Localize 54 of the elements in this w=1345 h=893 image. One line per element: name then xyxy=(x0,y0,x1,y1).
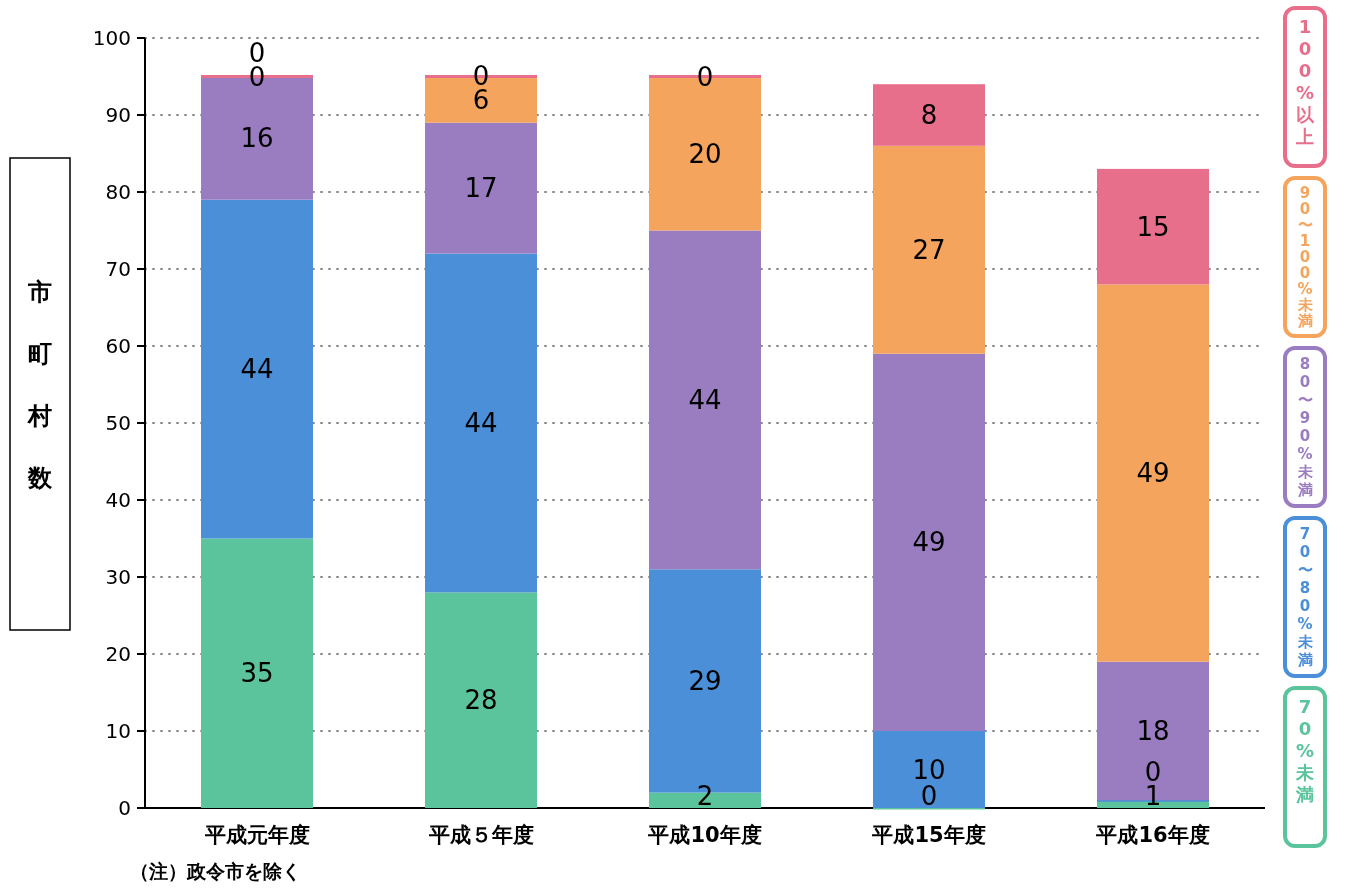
data-label: 49 xyxy=(1136,458,1170,489)
y-tick-label: 90 xyxy=(105,103,131,127)
text: 90〜100%未満 xyxy=(1297,183,1313,330)
y-tick-label: 70 xyxy=(105,257,131,281)
bar xyxy=(873,731,985,808)
data-label: 17 xyxy=(464,173,498,204)
bar xyxy=(425,253,537,593)
bar xyxy=(425,122,537,254)
y-tick-label: 30 xyxy=(105,565,131,589)
x-tick-label: 平成16年度 xyxy=(1095,823,1210,847)
data-label: 0 xyxy=(696,61,714,92)
x-tick-label: 平成元年度 xyxy=(203,823,310,847)
bar xyxy=(873,353,985,731)
data-label: 6 xyxy=(472,84,490,115)
text: 70%未満 xyxy=(1295,695,1315,805)
data-label: 28 xyxy=(464,685,498,716)
y-tick-label: 40 xyxy=(105,488,131,512)
data-label: 44 xyxy=(464,408,498,438)
data-label: 18 xyxy=(1136,716,1170,746)
y-tick-label: 50 xyxy=(105,411,131,435)
data-label: 44 xyxy=(240,354,274,385)
y-tick-label: 80 xyxy=(105,180,131,204)
bar xyxy=(1097,168,1209,285)
data-label: 35 xyxy=(240,658,274,689)
bar xyxy=(873,145,985,354)
data-label: 20 xyxy=(688,138,722,169)
bar xyxy=(1097,284,1209,662)
y-tick-label: 10 xyxy=(105,719,131,743)
x-tick-label: 平成５年度 xyxy=(427,823,534,847)
text: 80〜90%未満 xyxy=(1296,355,1314,500)
x-tick-label: 平成10年度 xyxy=(647,823,762,847)
data-label: 1 xyxy=(1144,781,1162,811)
data-label: 15 xyxy=(1136,211,1170,242)
data-label: 29 xyxy=(688,665,722,696)
y-tick-label: 20 xyxy=(105,642,131,666)
text: 70〜80%未満 xyxy=(1296,525,1314,670)
data-label: 8 xyxy=(920,100,938,130)
y-tick-label: 60 xyxy=(105,334,131,358)
data-label: 16 xyxy=(240,123,274,154)
y-tick-label: 0 xyxy=(118,796,131,820)
text: 市町村数 xyxy=(28,278,52,492)
bar xyxy=(873,84,985,146)
data-label: 49 xyxy=(912,527,946,558)
data-label: 27 xyxy=(912,234,946,265)
bar xyxy=(425,592,537,808)
x-tick-label: 平成15年度 xyxy=(871,823,986,847)
data-label: 2 xyxy=(696,781,714,811)
bar xyxy=(201,538,313,808)
bar xyxy=(201,199,313,539)
bar xyxy=(649,230,761,570)
text: 100%以上 xyxy=(1295,15,1315,147)
text: （注）政令市を除く xyxy=(130,860,301,882)
y-tick-label: 100 xyxy=(92,26,131,50)
data-label: 44 xyxy=(688,384,722,415)
